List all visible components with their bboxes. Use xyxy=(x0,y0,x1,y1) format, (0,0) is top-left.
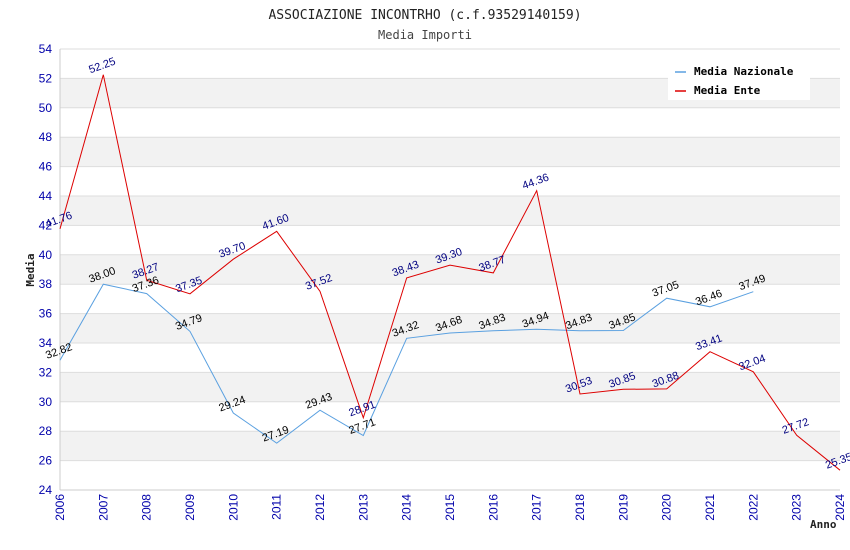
data-label: 36.46 xyxy=(694,288,724,309)
y-tick-label: 26 xyxy=(39,454,53,468)
x-tick-label: 2016 xyxy=(486,494,500,521)
x-tick-label: 2013 xyxy=(356,494,370,521)
x-tick-label: 2024 xyxy=(833,494,847,521)
y-tick-label: 34 xyxy=(39,336,53,350)
y-tick-label: 48 xyxy=(39,130,53,144)
x-tick-label: 2019 xyxy=(616,494,630,521)
x-tick-label: 2021 xyxy=(703,494,717,521)
y-tick-label: 44 xyxy=(39,189,53,203)
legend-box xyxy=(668,60,810,100)
grid-band xyxy=(60,431,840,461)
y-tick-label: 52 xyxy=(39,71,53,85)
data-label: 41.76 xyxy=(44,210,74,231)
chart-title: ASSOCIAZIONE INCONTRHO (c.f.93529140159) xyxy=(268,8,581,23)
x-tick-label: 2014 xyxy=(400,494,414,521)
y-tick-label: 40 xyxy=(39,248,53,262)
x-tick-label: 2012 xyxy=(313,494,327,521)
y-tick-label: 24 xyxy=(39,483,53,497)
y-tick-label: 30 xyxy=(39,395,53,409)
x-tick-label: 2015 xyxy=(443,494,457,521)
x-tick-label: 2009 xyxy=(183,494,197,521)
y-tick-label: 42 xyxy=(39,218,53,232)
x-tick-label: 2011 xyxy=(270,494,284,520)
x-tick-labels: 2006 2007 2008 2009 2010 2011 2012 2013 2014 2015… xyxy=(53,494,847,521)
y-tick-label: 38 xyxy=(39,277,53,291)
gridlines xyxy=(60,48,840,491)
x-tick-label: 2018 xyxy=(573,494,587,521)
x-tick-label: 2007 xyxy=(96,494,110,521)
data-label: 32.04 xyxy=(737,353,767,374)
series-line-1 xyxy=(59,74,841,471)
x-tick-label: 2008 xyxy=(140,494,154,521)
x-tick-label: 2022 xyxy=(746,494,760,521)
x-tick-label: 2006 xyxy=(53,494,67,521)
chart-subtitle: Media Importi xyxy=(378,28,472,42)
grid-band xyxy=(60,137,840,167)
grid-band xyxy=(60,313,840,343)
y-tick-label: 36 xyxy=(39,307,53,321)
y-axis-label: Media xyxy=(24,253,37,286)
x-tick-label: 2010 xyxy=(226,494,240,521)
series-line-0 xyxy=(59,283,754,444)
grid-band xyxy=(60,254,840,285)
y-tick-label: 54 xyxy=(39,42,53,56)
x-axis-label: Anno xyxy=(810,518,837,531)
grid-band xyxy=(60,196,840,226)
legend-label-media-ente: Media Ente xyxy=(694,84,761,97)
data-label: 52.25 xyxy=(87,56,117,77)
series-lines xyxy=(59,74,841,471)
legend-label-media-nazionale: Media Nazionale xyxy=(694,65,794,78)
axes xyxy=(59,49,840,491)
y-tick-label: 46 xyxy=(39,160,53,174)
y-tick-label: 32 xyxy=(39,365,53,379)
legend: Media Nazionale Media Ente xyxy=(668,60,810,100)
grid-band xyxy=(60,372,840,402)
y-tick-label: 50 xyxy=(39,101,53,115)
grid-bands xyxy=(60,78,840,461)
x-tick-label: 2017 xyxy=(530,494,544,521)
y-tick-label: 28 xyxy=(39,424,53,438)
data-label: 44.36 xyxy=(521,172,551,193)
x-tick-label: 2020 xyxy=(660,494,674,521)
x-tick-label: 2023 xyxy=(790,494,804,521)
y-tick-labels: 24 26 28 30 32 34 36 38 40 42 44 46 48 50 52 54 xyxy=(39,42,53,497)
